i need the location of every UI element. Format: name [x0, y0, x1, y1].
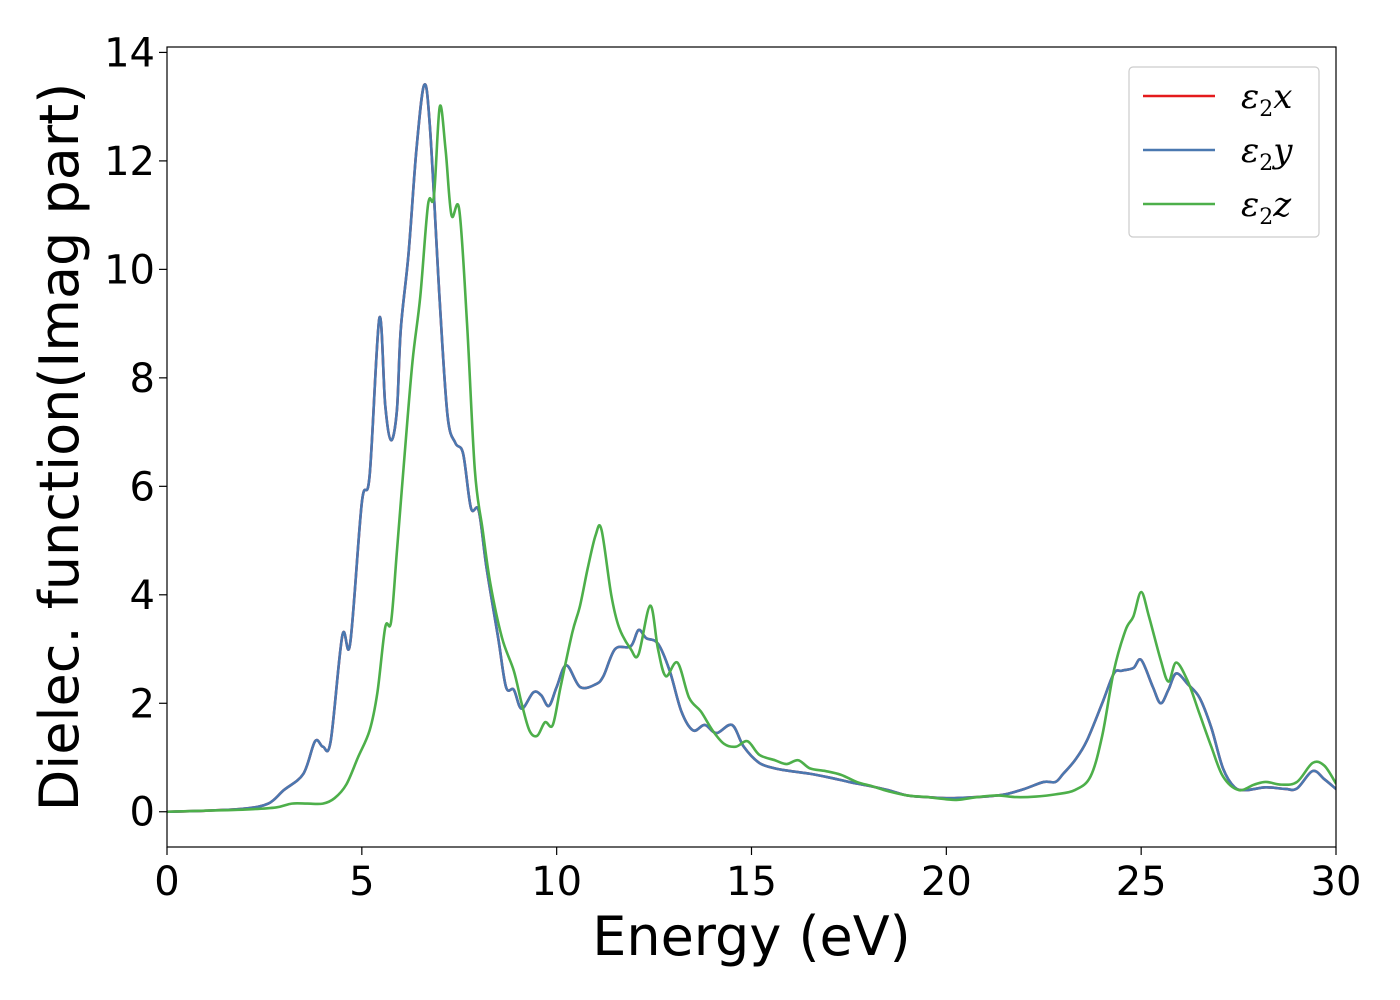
y-tick-label: 0 [130, 790, 155, 836]
legend-label: ε2y [1241, 131, 1293, 176]
y-tick-label: 2 [130, 681, 155, 727]
x-axis-label: Energy (eV) [592, 905, 911, 968]
y-tick-label: 14 [104, 30, 155, 76]
legend-box [1128, 66, 1320, 238]
legend: ε2x ε2y ε2z [1128, 66, 1320, 238]
y-tick-label: 4 [130, 573, 155, 619]
series-layer [167, 83, 1336, 814]
x-tick-label: 0 [154, 859, 179, 905]
legend-label: ε2x [1241, 77, 1292, 122]
x-tick-label: 30 [1311, 859, 1362, 905]
x-axis-ticks: 0 5 10 15 20 25 30 [154, 847, 1361, 905]
y-tick-label: 8 [130, 356, 155, 402]
x-tick-label: 25 [1116, 859, 1167, 905]
legend-entry-z: ε2z [1143, 185, 1292, 230]
series-line-z [167, 104, 1336, 814]
y-axis-ticks: 0 2 4 6 8 10 12 14 [104, 30, 167, 836]
y-tick-label: 12 [104, 139, 155, 185]
y-tick-label: 6 [130, 464, 155, 510]
legend-label: ε2z [1241, 185, 1292, 230]
x-tick-label: 10 [531, 859, 582, 905]
x-tick-label: 20 [921, 859, 972, 905]
legend-entry-x: ε2x [1143, 77, 1292, 122]
legend-entry-y: ε2y [1143, 131, 1293, 176]
series-line-y [167, 83, 1336, 814]
x-tick-label: 15 [726, 859, 777, 905]
y-tick-label: 10 [104, 247, 155, 293]
x-tick-label: 5 [349, 859, 374, 905]
y-axis-label: Dielec. function(Imag part) [28, 83, 91, 812]
